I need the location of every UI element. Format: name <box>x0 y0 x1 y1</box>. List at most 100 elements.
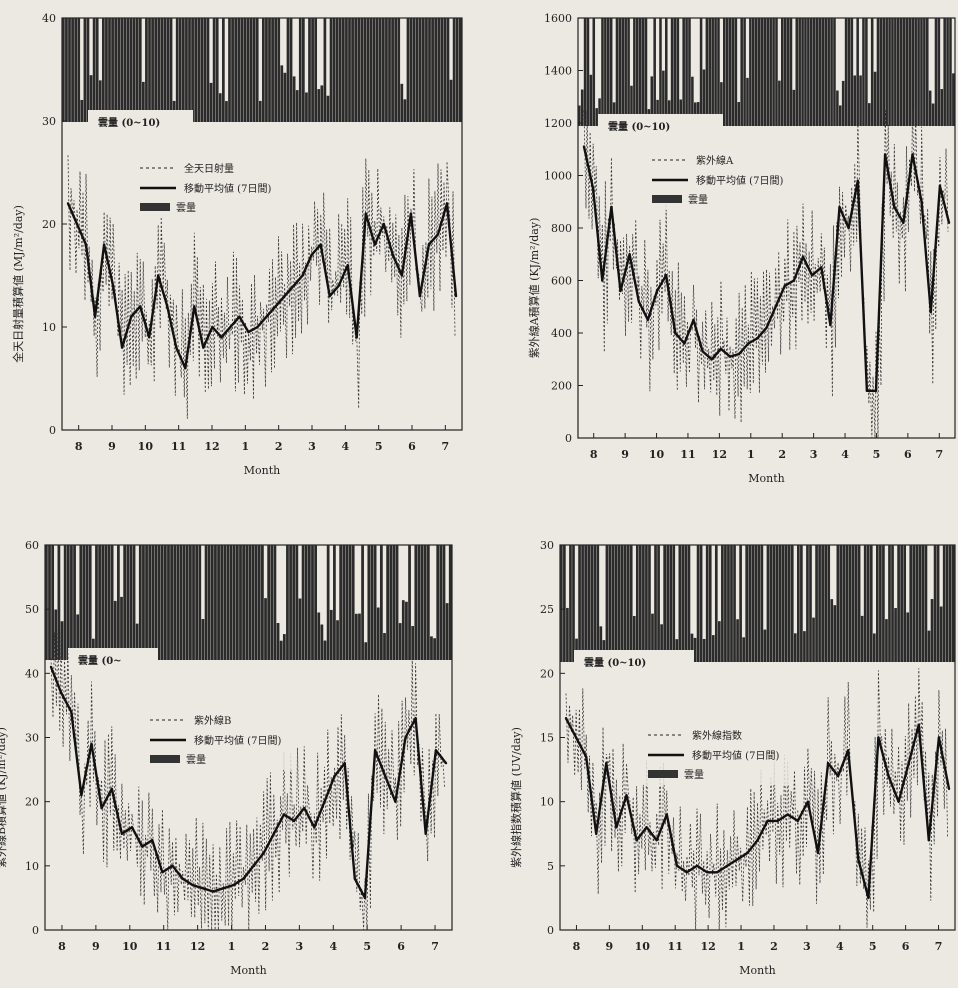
cloud-bar <box>277 18 281 122</box>
cloud-bar <box>458 18 462 122</box>
cloud-bar <box>317 612 321 660</box>
cloud-bar <box>68 18 71 122</box>
cloud-bar <box>949 18 952 126</box>
cloud-bar <box>693 637 697 662</box>
cloud-bar <box>345 545 349 660</box>
cloud-bar <box>650 76 654 126</box>
cloud-bar <box>302 18 305 122</box>
cloud-bar <box>385 18 388 122</box>
moving-average-point <box>665 813 668 816</box>
cloud-bar <box>731 18 735 126</box>
moving-average-point <box>695 864 699 868</box>
cloud-bar <box>301 545 305 660</box>
cloud-bar <box>304 545 308 660</box>
cloud-bar <box>83 18 87 122</box>
cloud-bar <box>754 18 758 126</box>
cloud-bar <box>298 598 302 660</box>
cloud-bar <box>51 545 55 660</box>
moving-average-point <box>719 347 723 350</box>
cloud-bar <box>772 545 776 662</box>
cloud-bar <box>723 18 726 126</box>
moving-average-point <box>363 896 367 900</box>
legend-average-label: 移動平均値 (7日間) <box>692 749 779 762</box>
y-tick-label: 1400 <box>544 65 572 78</box>
cloud-bar <box>178 18 182 122</box>
y-tick-label: 10 <box>540 796 554 809</box>
moving-average-point <box>161 871 164 874</box>
moving-average-point <box>346 264 349 267</box>
cloud-bar <box>781 18 784 126</box>
cloud-bar <box>824 545 828 662</box>
cloud-bar <box>123 545 127 660</box>
cloud-bar <box>107 545 111 660</box>
cloud-bar <box>378 18 382 122</box>
cloud-bar <box>176 545 180 660</box>
cloud-bar <box>711 18 714 126</box>
cloud-bar <box>105 18 108 122</box>
cloud-bar <box>326 545 330 660</box>
y-tick-label: 600 <box>551 275 572 288</box>
cloud-bar <box>845 545 849 662</box>
cloud-bar <box>336 620 339 660</box>
cloud-bar <box>801 18 804 126</box>
legend-cloud-swatch <box>140 203 170 211</box>
cloud-bar <box>751 545 755 662</box>
cloud-bar <box>620 545 624 662</box>
cloud-bar <box>659 18 662 126</box>
moving-average-point <box>766 819 769 823</box>
cloud-bar <box>940 89 944 126</box>
moving-average-point <box>774 305 777 308</box>
cloud-bar <box>725 18 729 126</box>
cloud-bar <box>645 545 648 662</box>
cloud-bar <box>86 18 90 122</box>
cloud-bar <box>872 633 876 662</box>
moving-average-point <box>927 838 931 842</box>
moving-average-point <box>692 318 695 322</box>
cloud-label: 雲量 (0~ <box>78 654 122 667</box>
legend-cloud-label: 雲量 <box>186 754 206 766</box>
cloud-bar <box>891 18 894 126</box>
cloud-bar <box>882 18 886 126</box>
cloud-bar <box>560 545 563 662</box>
cloud-bar <box>273 545 277 660</box>
cloud-bar <box>335 18 339 122</box>
cloud-bar <box>863 545 867 662</box>
cloud-bar <box>185 545 189 660</box>
cloud-bar <box>897 18 900 126</box>
cloud-bar <box>930 599 934 662</box>
moving-average-point <box>445 202 449 205</box>
cloud-bar <box>138 18 142 122</box>
moving-average-point <box>175 346 178 349</box>
moving-average-point <box>384 774 387 778</box>
cloud-bar <box>830 18 833 126</box>
cloud-bar <box>54 609 58 660</box>
cloud-bar <box>270 545 274 660</box>
x-tick-label: 12 <box>204 440 219 453</box>
daily-values-line <box>565 668 948 931</box>
x-tick-label: 10 <box>122 940 138 953</box>
cloud-bar <box>578 545 581 662</box>
x-tick-label: 9 <box>92 940 100 953</box>
moving-average-point <box>938 184 942 188</box>
cloud-bar <box>679 99 683 126</box>
x-tick-label: 2 <box>778 448 786 461</box>
cloud-bar <box>682 18 685 126</box>
moving-average-point <box>783 284 786 287</box>
x-tick-label: 5 <box>363 940 371 953</box>
cloud-bar <box>289 18 293 122</box>
cloud-label-box <box>88 110 193 132</box>
cloud-bar <box>789 18 793 126</box>
cloud-bar <box>790 545 794 662</box>
cloud-bar <box>865 18 868 126</box>
y-tick-label: 200 <box>551 380 572 393</box>
cloud-bar <box>685 18 688 126</box>
cloud-bar <box>442 545 446 660</box>
moving-average-point <box>221 887 225 890</box>
cloud-bar <box>73 545 76 660</box>
cloud-bar <box>644 18 648 126</box>
cloud-bar <box>74 18 78 122</box>
y-tick-label: 15 <box>540 732 554 745</box>
cloud-bar <box>333 545 336 660</box>
